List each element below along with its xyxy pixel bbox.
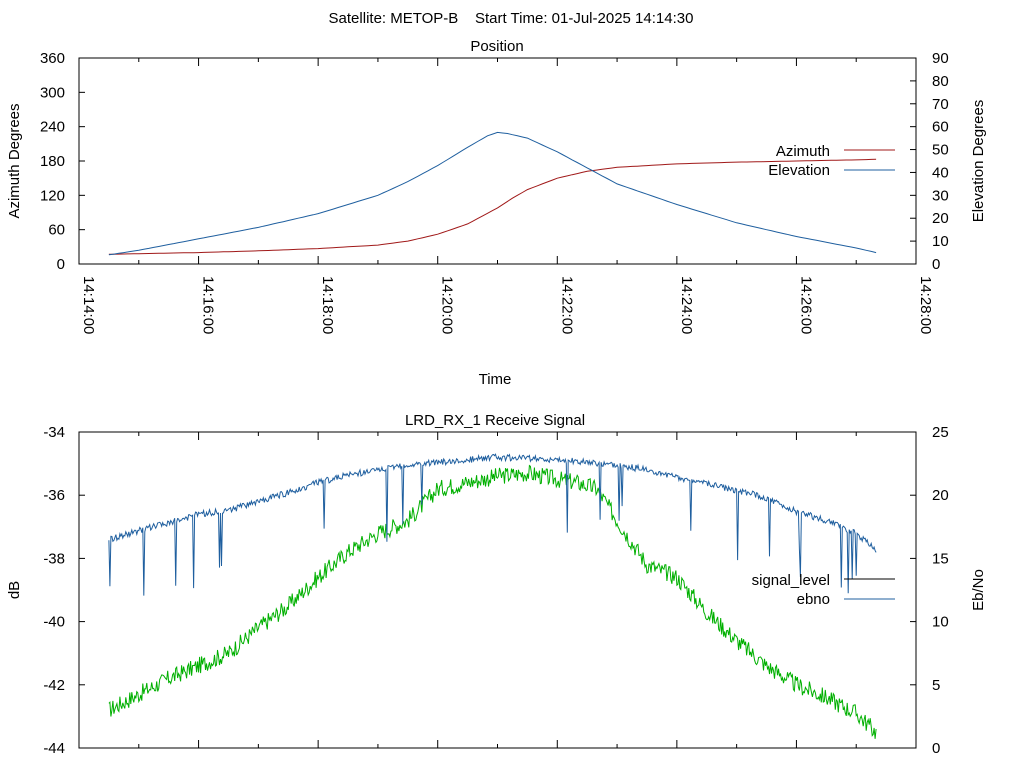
right-tick-label: 60 — [932, 119, 949, 136]
legend-ebno-label: ebno — [797, 591, 830, 608]
right-tick-label: 50 — [932, 142, 949, 159]
signal-level-line — [108, 464, 877, 739]
legend-elevation-label: Elevation — [768, 162, 830, 179]
right-tick-label: 20 — [932, 487, 949, 504]
position-chart-title: Position — [470, 38, 523, 55]
left-tick-label: 60 — [48, 222, 65, 239]
right-tick-label: 10 — [932, 614, 949, 631]
x-tick-label: 14:18:00 — [319, 276, 336, 334]
signal-series — [108, 453, 877, 739]
right-tick-label: 0 — [932, 256, 940, 273]
elevation-line — [108, 131, 877, 256]
position-axes: 0 60 120 180 240 300 360 0 10 20 30 40 50 60 70 80 90 14:… — [40, 50, 949, 334]
azimuth-line — [108, 158, 877, 255]
legend-azimuth-label: Azimuth — [776, 143, 830, 160]
signal-legend: signal_level ebno — [752, 572, 895, 608]
right-tick-label: 20 — [932, 210, 949, 227]
x-tick-label: 14:22:00 — [558, 276, 575, 334]
x-tick-label: 14:20:00 — [439, 276, 456, 334]
left-tick-label: 300 — [40, 84, 65, 101]
signal-chart-title: LRD_RX_1 Receive Signal — [405, 412, 585, 429]
left-tick-label: -44 — [43, 740, 65, 757]
left-tick-label: -36 — [43, 487, 65, 504]
left-tick-label: 360 — [40, 50, 65, 67]
elevation-axis-label: Elevation Degrees — [970, 100, 987, 223]
ebno-line — [108, 453, 877, 596]
time-axis-label: Time — [479, 371, 512, 388]
left-tick-label: -38 — [43, 550, 65, 567]
left-tick-label: 240 — [40, 119, 65, 136]
signal-axes: -34 -36 -38 -40 -42 -44 25 20 15 10 5 0 — [43, 424, 948, 757]
figure-title: Satellite: METOP-B Start Time: 01-Jul-20… — [329, 10, 694, 27]
left-tick-label: 120 — [40, 187, 65, 204]
plot-border — [78, 431, 917, 749]
x-tick-label: 14:28:00 — [917, 276, 934, 334]
left-tick-label: 0 — [57, 256, 65, 273]
position-legend: Azimuth Elevation — [768, 143, 895, 179]
right-tick-label: 90 — [932, 50, 949, 67]
x-tick-label: 14:26:00 — [797, 276, 814, 334]
legend-signal-label: signal_level — [752, 572, 830, 589]
left-tick-label: -34 — [43, 424, 65, 441]
right-tick-label: 30 — [932, 187, 949, 204]
right-tick-label: 15 — [932, 550, 949, 567]
right-tick-label: 70 — [932, 96, 949, 113]
right-tick-label: 40 — [932, 164, 949, 181]
ebno-axis-label: Eb/No — [970, 569, 987, 611]
position-series — [108, 131, 877, 256]
x-tick-label: 14:24:00 — [678, 276, 695, 334]
db-axis-label: dB — [6, 581, 23, 599]
right-tick-label: 5 — [932, 677, 940, 694]
right-tick-label: 25 — [932, 424, 949, 441]
x-tick-label: 14:16:00 — [200, 276, 217, 334]
right-tick-label: 80 — [932, 73, 949, 90]
right-tick-label: 10 — [932, 233, 949, 250]
right-tick-label: 0 — [932, 740, 940, 757]
left-tick-label: -40 — [43, 614, 65, 631]
left-tick-label: 180 — [40, 153, 65, 170]
x-tick-label: 14:14:00 — [80, 276, 97, 334]
left-tick-label: -42 — [43, 677, 65, 694]
azimuth-axis-label: Azimuth Degrees — [6, 103, 23, 218]
